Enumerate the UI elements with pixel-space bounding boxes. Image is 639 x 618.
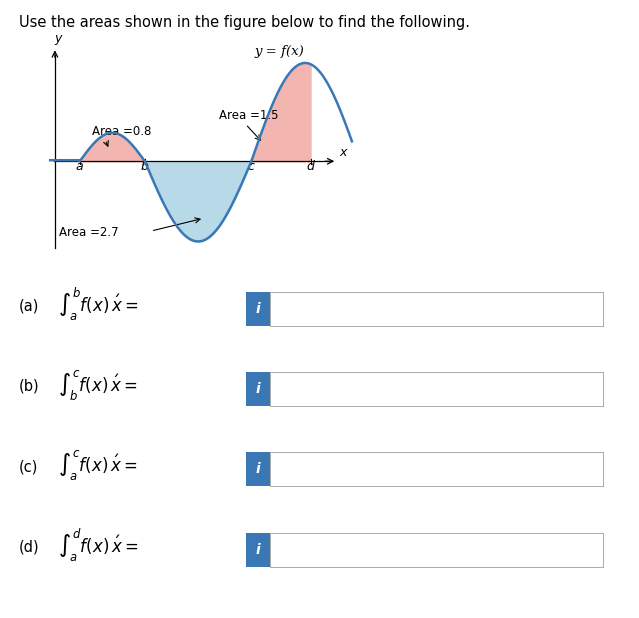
Text: a: a [76, 160, 84, 173]
Text: (d): (d) [19, 540, 40, 554]
Text: $\int_{a}^{c} f(x)\,\acute{x} =$: $\int_{a}^{c} f(x)\,\acute{x} =$ [58, 448, 137, 483]
Text: $\int_{a}^{d} f(x)\,\acute{x} =$: $\int_{a}^{d} f(x)\,\acute{x} =$ [58, 527, 138, 564]
Text: $\int_{a}^{b} f(x)\,\acute{x} =$: $\int_{a}^{b} f(x)\,\acute{x} =$ [58, 286, 138, 323]
Text: y = f(x): y = f(x) [254, 45, 304, 58]
Text: b: b [141, 160, 149, 173]
Text: Area =0.8: Area =0.8 [91, 125, 151, 138]
Text: Use the areas shown in the figure below to find the following.: Use the areas shown in the figure below … [19, 15, 470, 30]
Text: x: x [339, 146, 347, 159]
Text: d: d [307, 160, 314, 173]
Text: i: i [256, 302, 261, 316]
Text: y: y [55, 32, 62, 45]
Text: i: i [256, 543, 261, 557]
Text: (a): (a) [19, 298, 40, 313]
Text: c: c [248, 160, 255, 173]
Text: i: i [256, 382, 261, 396]
Text: i: i [256, 462, 261, 476]
Text: Area =1.5: Area =1.5 [219, 109, 279, 122]
Text: (b): (b) [19, 379, 40, 394]
Text: (c): (c) [19, 459, 38, 474]
Text: Area =2.7: Area =2.7 [59, 226, 119, 239]
Text: $\int_{b}^{c} f(x)\,\acute{x} =$: $\int_{b}^{c} f(x)\,\acute{x} =$ [58, 368, 137, 402]
